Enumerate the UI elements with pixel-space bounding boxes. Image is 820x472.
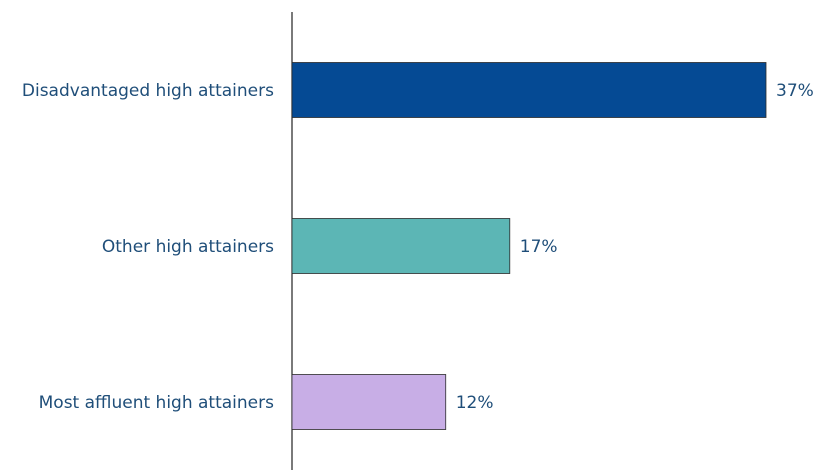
bar-3: [291, 374, 447, 430]
value-label-1: 37%: [776, 81, 814, 101]
category-labels-group: Disadvantaged high attainers Other high a…: [22, 81, 274, 413]
bars-group: [291, 62, 767, 430]
value-label-3: 12%: [456, 393, 494, 413]
category-label-1: Disadvantaged high attainers: [22, 81, 274, 101]
value-labels-group: 37% 17% 12%: [456, 81, 814, 413]
category-label-2: Other high attainers: [102, 237, 274, 257]
category-label-3: Most affluent high attainers: [39, 393, 275, 413]
bar-2: [291, 218, 511, 274]
value-label-2: 17%: [520, 237, 558, 257]
bar-1: [291, 62, 767, 118]
